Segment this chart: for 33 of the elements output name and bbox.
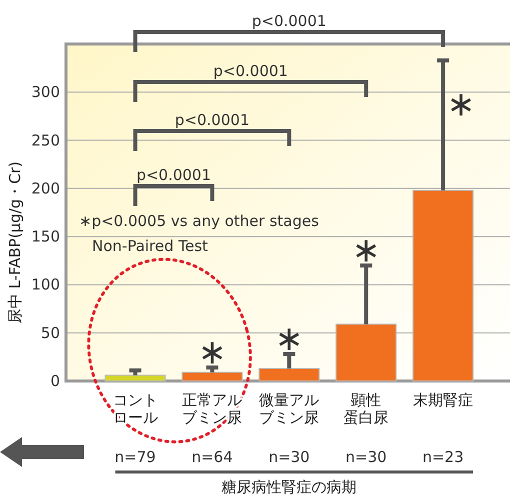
y-tick-label: 0 (50, 372, 60, 390)
annotation: ∗ (198, 332, 226, 373)
annotation: p<0.0001 (213, 62, 288, 80)
y-axis-title: 尿中 L-FABP(μg/g・Cr) (6, 161, 24, 324)
annotation: ∗ (352, 230, 380, 270)
annotation: Non-Paired Test (92, 237, 208, 255)
y-tick-label: 200 (31, 179, 60, 198)
text: n=64 (192, 448, 233, 466)
y-tick-label: 100 (31, 276, 60, 294)
x-tick-label: 末期腎症 (413, 391, 474, 409)
annotation: ∗ (446, 84, 476, 124)
bar (412, 190, 474, 382)
annotation: p<0.0001 (174, 111, 250, 129)
annotation: p<0.0001 (136, 166, 212, 184)
x-tick-label: 顕性蛋白尿 (344, 391, 389, 426)
text: n=30 (268, 448, 310, 466)
y-tick-label: 50 (40, 324, 60, 342)
y-tick-label: 250 (31, 131, 60, 150)
text: n=23 (422, 448, 464, 466)
x-axis-title: 糖尿病性腎症の病期 (222, 478, 357, 496)
bar (336, 324, 397, 382)
annotation: ∗ (274, 319, 304, 360)
x-tick-label: 微量アルブミン尿 (259, 391, 320, 426)
annotation: ∗p<0.0005 vs any other stages (79, 212, 320, 230)
y-tick-label: 150 (31, 228, 60, 246)
bar (104, 374, 166, 382)
x-tick-label: 正常アルブミン尿 (182, 391, 242, 426)
bar (182, 372, 243, 382)
text: n=79 (114, 448, 156, 466)
y-tick-label: 300 (31, 83, 60, 102)
bar (258, 368, 320, 382)
text: p<0.0001 (252, 12, 326, 30)
text: n=30 (346, 448, 387, 466)
